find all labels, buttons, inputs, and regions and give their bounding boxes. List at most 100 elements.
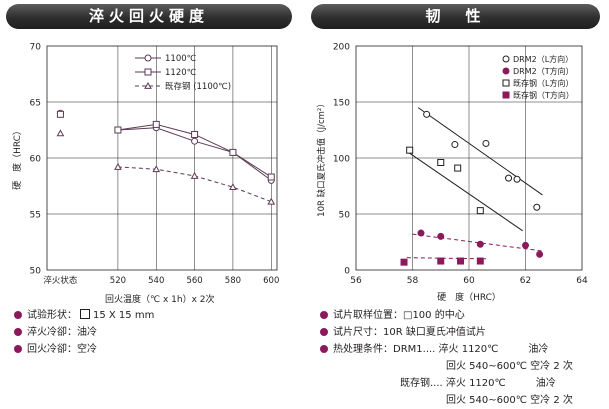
- data-point: [229, 148, 237, 156]
- y-tick-label: 0: [344, 267, 350, 277]
- data-point: [476, 207, 484, 215]
- note-drm1-temper: 回火 540~600℃ 空冷 2 次: [446, 359, 573, 375]
- legend-label: 既存钢 (1100℃): [165, 81, 231, 92]
- data-point: [114, 162, 122, 170]
- data-point: [476, 240, 484, 248]
- legend-marker: [502, 55, 510, 63]
- note-heat-treatment-drm1: 热处理条件：DRM1.... 淬火 1120℃ 油冷: [320, 342, 548, 358]
- note-text: 回火 540~600℃ 空冷 2 次: [446, 395, 573, 406]
- y-tick-label: 50: [30, 267, 42, 277]
- note-specimen-shape: 试验形状： 15 X 15 mm: [14, 308, 154, 324]
- note-text: 试验形状：: [27, 310, 77, 321]
- data-point: [229, 183, 237, 191]
- bullet-icon: [14, 311, 22, 319]
- x-tick-label: 62: [520, 276, 531, 286]
- note-text: 15 X 15 mm: [93, 310, 155, 321]
- data-point: [152, 120, 160, 128]
- toughness-chart: 0 50 100 150 200 56 58 60 62 64 硬 度（HRC） 10R 缺口夏氏冲击…: [316, 43, 588, 304]
- y-tick-label: 55: [30, 211, 41, 221]
- data-point: [522, 241, 529, 249]
- toughness-legend: DRM2（L方向） DRM2（T方向） 既存钢（L方向） 既存钢（T方向）: [502, 54, 574, 100]
- note-quench-cooling: 淬火冷卻：油冷: [14, 325, 97, 341]
- as-quenched-point: [56, 129, 65, 137]
- toughness-series: [400, 107, 544, 266]
- hardness-grid: [46, 45, 278, 271]
- y-axis-label: 硬 度（HRC）: [11, 126, 23, 190]
- y-tick-label: 60: [30, 155, 42, 165]
- toughness-header: 韧 性: [311, 4, 600, 29]
- data-point: [457, 257, 465, 265]
- x-axis-label: 硬 度（HRC）: [437, 291, 501, 303]
- legend-label: DRM2（T方向）: [513, 66, 574, 76]
- data-point: [533, 203, 541, 211]
- bullet-icon: [14, 345, 22, 353]
- hardness-header: 淬火回火硬度: [6, 4, 292, 29]
- toughness-axes: 0 50 100 150 200 56 58 60 62 64 硬 度（HRC） 10R 缺口夏氏冲击…: [316, 43, 588, 304]
- note-text: 回火 540~600℃ 空冷 2 次: [446, 361, 573, 372]
- data-point: [437, 257, 445, 265]
- legend-marker: [502, 91, 510, 99]
- note-text: 热处理条件：DRM1.... 淬火 1120℃ 油冷: [333, 344, 549, 355]
- data-point: [190, 171, 199, 179]
- hardness-chart: 50 55 60 65 70 淬火状态 520 540 560 580 600 回火温度（℃ x 1h…: [11, 43, 279, 306]
- legend-marker: [144, 81, 152, 89]
- note-text: 淬火冷卻：油冷: [27, 327, 97, 338]
- bullet-icon: [320, 328, 328, 336]
- legend-marker: [502, 67, 510, 75]
- y-tick-label: 70: [30, 43, 42, 53]
- legend-label: 既存钢（L方向）: [513, 78, 573, 88]
- x-tick-label: 540: [148, 276, 164, 286]
- legend-marker: [144, 68, 152, 76]
- toughness-grid: [355, 45, 583, 271]
- note-specimen-size: 试片尺寸：10R 缺口夏氏冲值试片: [320, 325, 486, 341]
- data-point: [476, 257, 484, 265]
- data-point: [267, 173, 275, 181]
- note-text: 试片尺寸：10R 缺口夏氏冲值试片: [333, 327, 486, 338]
- legend-marker: [502, 79, 510, 87]
- data-point: [513, 175, 521, 183]
- x-tick-label: 560: [186, 276, 202, 286]
- hardness-axes: 50 55 60 65 70 淬火状态 520 540 560 580 600 回火温度（℃ x 1h…: [11, 43, 279, 306]
- data-point: [437, 158, 445, 166]
- note-existing-steel-quench: 既存钢.... 淬火 1120℃ 油冷: [400, 376, 556, 392]
- y-tick-label: 65: [30, 99, 41, 109]
- note-text: 既存钢.... 淬火 1120℃ 油冷: [400, 378, 556, 389]
- x-tick-label: 520: [110, 276, 126, 286]
- legend-label: 1100℃: [165, 54, 197, 64]
- data-point: [451, 141, 459, 149]
- note-text: 回火冷卻：空冷: [27, 344, 97, 355]
- data-point: [191, 137, 199, 145]
- legend-label: 1120℃: [165, 68, 197, 78]
- x-tick-label: 580: [225, 276, 241, 286]
- x-tick-label: 600: [263, 276, 279, 286]
- legend-label: 既存钢（T方向）: [513, 90, 574, 100]
- hardness-legend: 1100℃ 1120℃ 既存钢 (1100℃): [135, 54, 231, 92]
- trend-line: [406, 150, 523, 232]
- bullet-icon: [320, 311, 328, 319]
- data-point: [536, 250, 544, 258]
- hardness-series: [56, 109, 276, 205]
- note-existing-steel-temper: 回火 540~600℃ 空冷 2 次: [446, 393, 573, 409]
- data-point: [454, 164, 462, 172]
- x-tick-label: 64: [576, 276, 588, 286]
- data-point: [267, 197, 276, 205]
- data-point: [406, 146, 414, 154]
- trend-line: [406, 257, 486, 260]
- data-point: [152, 165, 161, 173]
- bullet-icon: [14, 328, 22, 336]
- square-icon: [80, 309, 90, 319]
- as-quenched-point: [56, 110, 64, 118]
- x-axis-label: 回火温度（℃ x 1h）x 2次: [105, 293, 215, 305]
- data-point: [423, 110, 431, 118]
- x-tick-label: 56: [350, 276, 362, 286]
- y-tick-label: 50: [339, 211, 351, 221]
- note-sampling-position: 试片取样位置：□100 的中心: [320, 308, 465, 324]
- x-tick-label: 58: [407, 276, 419, 286]
- data-point: [400, 258, 408, 266]
- note-temper-cooling: 回火冷卻：空冷: [14, 342, 97, 358]
- data-point: [482, 139, 490, 147]
- y-tick-label: 100: [333, 155, 350, 165]
- y-tick-label: 150: [333, 99, 350, 109]
- x-tick-label: 60: [463, 276, 475, 286]
- bullet-icon: [320, 345, 328, 353]
